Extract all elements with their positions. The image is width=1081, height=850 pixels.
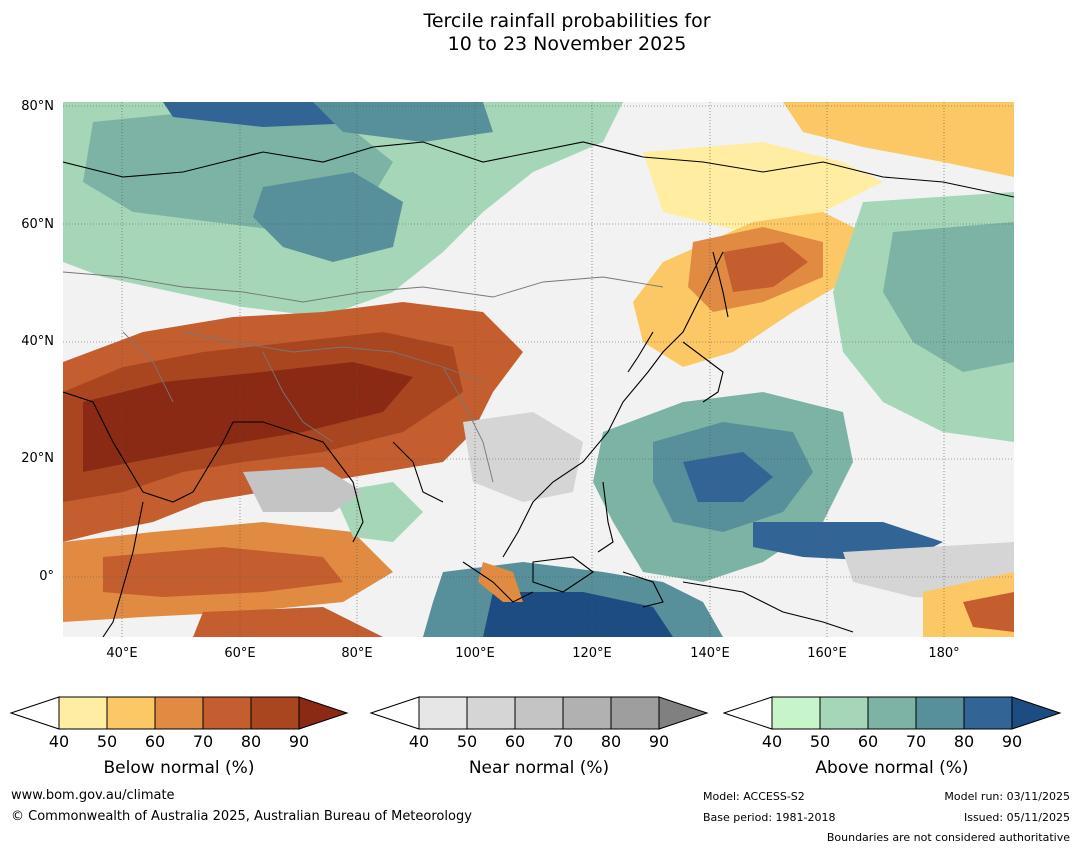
- swatch-below-4: [202, 696, 252, 730]
- lon-label-60e: 60°E: [224, 646, 256, 661]
- lat-label-0: 0°: [39, 569, 54, 584]
- swatch-near-4: [562, 696, 612, 730]
- tick-below-60: 60: [144, 732, 166, 751]
- coastlines: [63, 141, 1014, 637]
- swatch-below-5: [250, 696, 300, 730]
- graticule: [63, 102, 1014, 637]
- tick-near-70: 70: [552, 732, 574, 751]
- region-below-normal-arctic: [783, 102, 1014, 177]
- swatch-below-1: [58, 696, 108, 730]
- lat-label-60n: 60°N: [21, 217, 54, 232]
- tick-below-50: 50: [96, 732, 118, 751]
- tick-near-40: 40: [408, 732, 430, 751]
- swatch-above-3: [867, 696, 917, 730]
- swatch-above-2: [819, 696, 869, 730]
- map-canvas: [63, 102, 1014, 637]
- issued-date: Issued: 05/11/2025: [963, 811, 1070, 824]
- swatch-above-4: [915, 696, 965, 730]
- legend-near-normal: [370, 696, 710, 730]
- swatch-near-3: [514, 696, 564, 730]
- boundaries-disclaimer: Boundaries are not considered authoritat…: [826, 831, 1070, 844]
- tick-above-80: 80: [953, 732, 975, 751]
- tick-near-50: 50: [456, 732, 478, 751]
- tick-below-70: 70: [192, 732, 214, 751]
- country-borders: [63, 271, 664, 483]
- lon-label-80e: 80°E: [341, 646, 373, 661]
- swatch-above-1: [771, 696, 821, 730]
- lat-label-20n: 20°N: [21, 451, 54, 466]
- map-title: Tercile rainfall probabilities for 10 to…: [0, 10, 1081, 56]
- website-link[interactable]: www.bom.gov.au/climate: [11, 788, 175, 803]
- colorbar-below-normal: [10, 696, 349, 730]
- legend-label-near-normal: Near normal (%): [468, 758, 610, 778]
- lat-label-80n: 80°N: [21, 99, 54, 114]
- lon-label-140e: 140°E: [690, 646, 730, 661]
- legend-label-above-normal: Above normal (%): [815, 758, 969, 778]
- tick-above-60: 60: [857, 732, 879, 751]
- tick-above-40: 40: [761, 732, 783, 751]
- lon-label-120e: 120°E: [572, 646, 612, 661]
- swatch-near-6: [658, 696, 709, 730]
- tick-below-40: 40: [48, 732, 70, 751]
- base-period: Base period: 1981-2018: [703, 811, 836, 824]
- swatch-near-1: [418, 696, 468, 730]
- probability-map: [63, 102, 1014, 637]
- swatch-above-5: [963, 696, 1013, 730]
- swatch-near-5: [610, 696, 660, 730]
- swatch-above-6: [1011, 696, 1062, 730]
- title-line-1: Tercile rainfall probabilities for: [423, 10, 711, 32]
- legend-below-normal: [10, 696, 350, 730]
- model-name: Model: ACCESS-S2: [703, 790, 805, 803]
- tick-above-90: 90: [1001, 732, 1023, 751]
- lat-label-40n: 40°N: [21, 334, 54, 349]
- colorbar-above-normal: [723, 696, 1062, 730]
- swatch-below-6: [298, 696, 349, 730]
- tick-below-90: 90: [288, 732, 310, 751]
- swatch-below-2: [106, 696, 156, 730]
- copyright-text: © Commonwealth of Australia 2025, Austra…: [11, 809, 472, 824]
- tick-below-80: 80: [240, 732, 262, 751]
- legend-above-normal: [723, 696, 1063, 730]
- tick-near-90: 90: [648, 732, 670, 751]
- swatch-below-3: [154, 696, 204, 730]
- region-near-normal: [463, 412, 583, 502]
- tick-near-80: 80: [600, 732, 622, 751]
- tick-above-70: 70: [905, 732, 927, 751]
- tick-above-50: 50: [809, 732, 831, 751]
- lon-label-180: 180°: [928, 646, 960, 661]
- lon-label-100e: 100°E: [455, 646, 495, 661]
- model-run-date: Model run: 03/11/2025: [944, 790, 1070, 803]
- colorbar-near-normal: [370, 696, 709, 730]
- title-line-2: 10 to 23 November 2025: [447, 33, 687, 55]
- lon-label-40e: 40°E: [106, 646, 138, 661]
- legend-label-below-normal: Below normal (%): [103, 758, 255, 778]
- swatch-near-2: [466, 696, 516, 730]
- lon-label-160e: 160°E: [807, 646, 847, 661]
- tick-near-60: 60: [504, 732, 526, 751]
